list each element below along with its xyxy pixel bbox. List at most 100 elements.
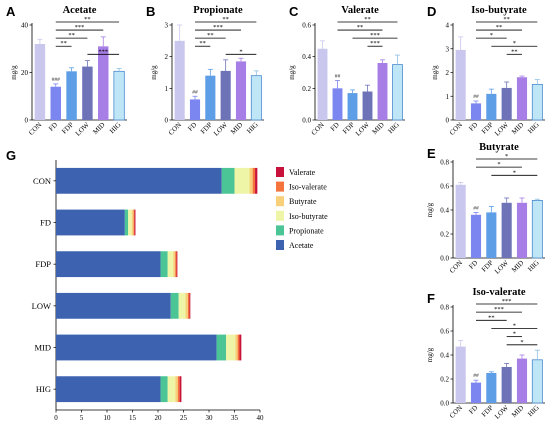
significance-bracket: * bbox=[506, 331, 522, 338]
y-tick-label: FD bbox=[40, 218, 51, 228]
y-axis-label: mg/g bbox=[10, 65, 18, 80]
significance-label: ** bbox=[199, 40, 206, 47]
segment-acetate bbox=[56, 376, 161, 403]
y-tick-label: HIG bbox=[36, 384, 51, 394]
bar-hig bbox=[250, 70, 262, 121]
hash-annotation: ## bbox=[192, 89, 198, 95]
significance-label: * bbox=[239, 48, 242, 55]
y-tick-label: 40 bbox=[21, 22, 29, 30]
x-tick-label: FD bbox=[186, 121, 198, 133]
bar-rect bbox=[455, 184, 466, 258]
x-tick-label: CON bbox=[448, 404, 464, 420]
y-tick-label: 0 bbox=[446, 117, 450, 125]
bar-fdp bbox=[486, 205, 497, 258]
x-tick-label: 15 bbox=[129, 414, 137, 422]
bar-rect bbox=[455, 346, 466, 403]
legend-item: Iso-butyrate bbox=[276, 210, 328, 221]
bar-rect bbox=[501, 202, 512, 258]
x-tick-label: FDP bbox=[480, 259, 495, 274]
legend-item: Propionate bbox=[276, 225, 324, 236]
significance-bracket: ** bbox=[55, 16, 120, 23]
x-tick-label: FDP bbox=[480, 121, 495, 136]
x-tick-label: LOW bbox=[212, 120, 229, 137]
bar-low bbox=[362, 84, 373, 120]
bar-rect bbox=[332, 88, 343, 120]
bar-con bbox=[455, 340, 466, 403]
x-tick-label: HIG bbox=[526, 404, 540, 418]
panel-title: Iso-valerate bbox=[472, 287, 525, 298]
y-tick-label: 0.6 bbox=[440, 183, 449, 191]
significance-bracket: *** bbox=[476, 306, 522, 313]
significance-bracket: ** bbox=[55, 32, 88, 39]
bar-mid bbox=[98, 36, 109, 120]
significance-label: * bbox=[505, 153, 508, 160]
legend-swatch bbox=[276, 196, 284, 207]
y-tick-label: 2 bbox=[165, 53, 169, 61]
bar-rect bbox=[516, 202, 528, 258]
x-tick-label: 5 bbox=[80, 414, 84, 422]
x-tick-label: MID bbox=[510, 259, 525, 274]
bar-rect bbox=[531, 199, 543, 259]
bar-hig bbox=[392, 54, 403, 121]
segment-valerate bbox=[255, 167, 258, 194]
legend-item: Iso-valerate bbox=[276, 181, 327, 192]
segment-propionate bbox=[160, 251, 168, 278]
x-tick-label: MID bbox=[229, 121, 244, 136]
bar-rect bbox=[34, 44, 46, 120]
significance-bracket: * bbox=[476, 161, 522, 168]
x-tick-label: LOW bbox=[493, 120, 510, 137]
segment-acetate bbox=[56, 251, 161, 278]
y-axis-label: mg/g bbox=[150, 65, 158, 80]
bar-con bbox=[34, 38, 46, 120]
significance-bracket: ** bbox=[195, 40, 211, 47]
x-tick-label: 25 bbox=[180, 414, 188, 422]
y-tick-label: 0.2 bbox=[302, 85, 311, 93]
segment-iso-butyrate bbox=[167, 251, 174, 278]
stacked-bar-fd bbox=[56, 209, 136, 236]
bar-rect bbox=[516, 77, 528, 120]
segment-propionate bbox=[216, 334, 227, 361]
bar-mid bbox=[516, 354, 528, 403]
significance-bracket: ** bbox=[55, 40, 72, 47]
bar-fdp bbox=[486, 371, 497, 403]
x-tick-label: CON bbox=[310, 121, 326, 137]
legend-label: Iso-valerate bbox=[289, 183, 327, 192]
bar-rect bbox=[189, 99, 201, 120]
bar-rect bbox=[347, 93, 358, 120]
significance-label: ** bbox=[60, 40, 67, 47]
significance-label: ** bbox=[488, 314, 495, 321]
x-tick-label: MID bbox=[371, 121, 386, 136]
bar-rect bbox=[455, 49, 466, 120]
bar-rect bbox=[470, 382, 482, 403]
segment-iso-butyrate bbox=[167, 376, 176, 403]
stacked-bar-mid bbox=[56, 334, 242, 361]
panel-letter: D bbox=[427, 4, 436, 19]
x-tick-label: CON bbox=[27, 121, 43, 137]
significance-label: * bbox=[513, 331, 516, 338]
stacked-bar-fdp bbox=[56, 251, 178, 278]
bar-rect bbox=[501, 87, 512, 120]
segment-acetate bbox=[56, 167, 222, 194]
panel-title: Acetate bbox=[63, 5, 97, 16]
hash-annotation: ## bbox=[473, 94, 479, 100]
segment-butyrate bbox=[249, 167, 253, 194]
legend-item: Acetate bbox=[276, 240, 314, 250]
y-tick-label: 1 bbox=[446, 93, 450, 101]
x-tick-label: 35 bbox=[231, 414, 239, 422]
y-axis-label: mg/g bbox=[426, 202, 434, 217]
bar-con bbox=[455, 181, 466, 258]
x-tick-label: FDP bbox=[60, 121, 75, 136]
panel-letter: C bbox=[289, 4, 299, 19]
legend-item: Valerate bbox=[276, 167, 316, 177]
bar-rect bbox=[50, 86, 61, 120]
bar-con bbox=[317, 40, 328, 120]
panel-letter: E bbox=[427, 146, 436, 161]
x-tick-label: HIG bbox=[526, 259, 540, 273]
significance-label: * bbox=[520, 339, 523, 346]
x-tick-label: LOW bbox=[493, 258, 510, 275]
segment-propionate bbox=[170, 292, 179, 319]
significance-bracket: * bbox=[491, 169, 538, 176]
legend-label: Iso-butyrate bbox=[289, 212, 328, 221]
significance-bracket: * bbox=[506, 339, 538, 346]
